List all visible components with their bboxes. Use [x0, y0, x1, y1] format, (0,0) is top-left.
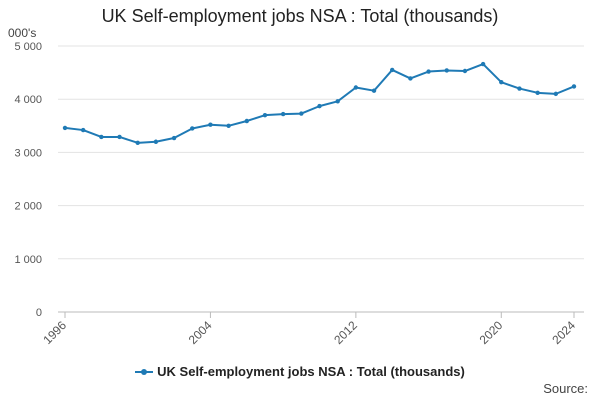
- data-point: [171, 135, 177, 141]
- data-point: [153, 139, 159, 144]
- x-tick-label: 2020: [477, 318, 506, 347]
- data-point: [353, 85, 359, 90]
- data-point: [571, 84, 577, 89]
- data-point: [299, 111, 304, 116]
- y-tick-label: 4 000: [14, 94, 42, 106]
- data-point: [135, 140, 140, 146]
- series-line: [64, 63, 575, 144]
- gridlines: [58, 45, 584, 313]
- data-point: [408, 76, 413, 81]
- data-point: [499, 79, 504, 85]
- x-tick-label: 1996: [40, 318, 69, 347]
- legend-line-marker-icon: [135, 368, 154, 375]
- source-label: Source:: [543, 381, 588, 396]
- data-point: [462, 68, 468, 74]
- chart-title: UK Self-employment jobs NSA : Total (tho…: [101, 6, 499, 26]
- data-point: [480, 61, 486, 67]
- data-point: [117, 134, 122, 140]
- data-point: [208, 122, 213, 127]
- data-point: [280, 111, 286, 117]
- data-point: [390, 67, 395, 73]
- legend[interactable]: UK Self-employment jobs NSA : Total (tho…: [0, 364, 600, 379]
- series-layer: [62, 61, 577, 146]
- data-point: [99, 134, 104, 140]
- y-tick-label: 5 000: [14, 41, 42, 53]
- axes: 0 1 000 2 000 3 000 4 000 5 000 1996 2004 2012 20…: [14, 41, 578, 347]
- data-point: [371, 88, 377, 93]
- data-point: [335, 99, 340, 104]
- data-point: [317, 103, 322, 109]
- data-point: [535, 90, 540, 96]
- data-point: [553, 91, 559, 97]
- data-point: [426, 69, 431, 74]
- data-point: [517, 86, 522, 91]
- x-tick-label: 2024: [549, 318, 578, 347]
- data-point: [62, 125, 68, 131]
- data-point: [262, 112, 268, 118]
- data-point: [244, 118, 249, 124]
- legend-label: UK Self-employment jobs NSA : Total (tho…: [157, 364, 465, 379]
- y-tick-label: 0: [36, 307, 42, 319]
- data-point: [80, 127, 86, 133]
- data-point: [190, 126, 195, 131]
- y-axis-unit-label: 000's: [8, 26, 37, 40]
- y-tick-label: 2 000: [14, 201, 42, 213]
- x-tick-label: 2012: [331, 318, 360, 347]
- data-point: [444, 68, 449, 73]
- x-tick-label: 2004: [186, 318, 215, 347]
- y-tick-label: 1 000: [14, 254, 42, 266]
- y-tick-label: 3 000: [14, 147, 42, 159]
- data-point: [226, 123, 231, 128]
